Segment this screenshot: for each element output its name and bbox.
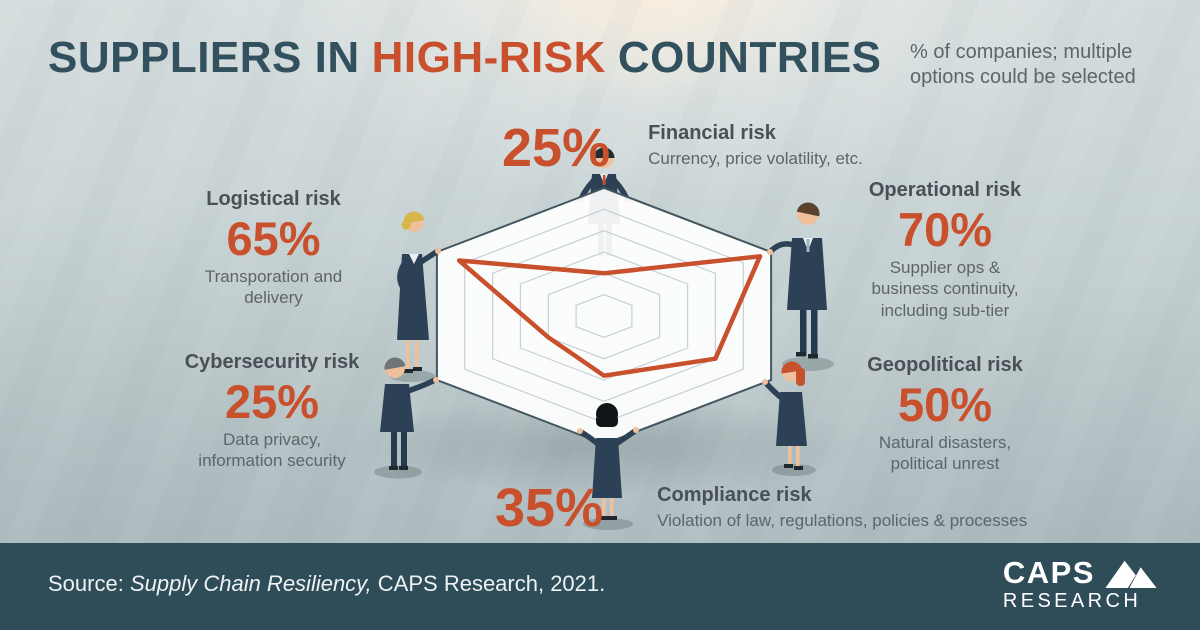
caps-mountain-icon xyxy=(1105,560,1157,588)
financial-name: Financial risk xyxy=(648,122,776,144)
logo-caps-text: CAPS xyxy=(1002,555,1095,590)
source-prefix: Source: xyxy=(48,571,124,596)
geopolitical-name: Geopolitical risk xyxy=(867,354,1023,376)
source-title: Supply Chain Resiliency, xyxy=(129,571,372,596)
risk-compliance: 35% Compliance risk Violation of law, re… xyxy=(495,481,1027,535)
risk-cybersecurity: Cybersecurity risk 25% Data privacy, inf… xyxy=(172,351,372,472)
source-line: Source: Supply Chain Resiliency, CAPS Re… xyxy=(48,571,605,597)
logistical-name: Logistical risk xyxy=(206,188,341,210)
logistical-pct: 65% xyxy=(226,212,321,265)
page-title: SUPPLIERS IN HIGH-RISK COUNTRIES xyxy=(48,33,882,83)
title-part2: COUNTRIES xyxy=(617,33,882,82)
compliance-pct: 35% xyxy=(495,478,604,538)
compliance-desc: Violation of law, regulations, policies … xyxy=(657,511,1028,530)
geopolitical-pct: 50% xyxy=(897,378,993,431)
logistical-desc-line1: Transporation and xyxy=(204,267,343,287)
geopolitical-desc-line2: political unrest xyxy=(890,454,1000,474)
cybersecurity-name: Cybersecurity risk xyxy=(184,351,360,373)
cybersecurity-desc-line2: information security xyxy=(198,451,346,471)
logo-research-text: RESEARCH xyxy=(1002,590,1142,612)
cybersecurity-pct: 25% xyxy=(224,375,320,428)
footer-bar: Source: Supply Chain Resiliency, CAPS Re… xyxy=(0,543,1200,630)
operational-pct: 70% xyxy=(897,203,993,256)
financial-desc: Currency, price volatility, etc. xyxy=(648,149,863,168)
financial-pct: 25% xyxy=(502,118,611,178)
risk-geopolitical: Geopolitical risk 50% Natural disasters,… xyxy=(850,354,1040,475)
cybersecurity-desc-line1: Data privacy, xyxy=(223,430,321,450)
title-part1: SUPPLIERS IN xyxy=(48,33,360,82)
chart-note: % of companies; multiple options could b… xyxy=(910,40,1136,90)
logistical-desc-line2: delivery xyxy=(244,288,303,308)
operational-name: Operational risk xyxy=(868,179,1022,201)
operational-desc-line2: business continuity, xyxy=(871,279,1019,299)
caps-research-logo: CAPS RESEARCH xyxy=(1003,556,1160,611)
operational-desc-line1: Supplier ops & xyxy=(889,258,1001,278)
source-suffix: CAPS Research, 2021. xyxy=(377,571,606,596)
title-highlight: HIGH-RISK xyxy=(371,33,606,82)
risk-financial: 25% Financial risk Currency, price volat… xyxy=(502,121,863,175)
risk-logistical: Logistical risk 65% Transporation and de… xyxy=(176,188,371,309)
risk-operational: Operational risk 70% Supplier ops & busi… xyxy=(850,179,1040,321)
compliance-name: Compliance risk xyxy=(657,484,812,506)
geopolitical-desc-line1: Natural disasters, xyxy=(878,433,1012,453)
operational-desc-line3: including sub-tier xyxy=(880,300,1010,320)
chart-note-line2: options could be selected xyxy=(910,65,1136,88)
chart-note-line1: % of companies; multiple xyxy=(910,41,1133,63)
